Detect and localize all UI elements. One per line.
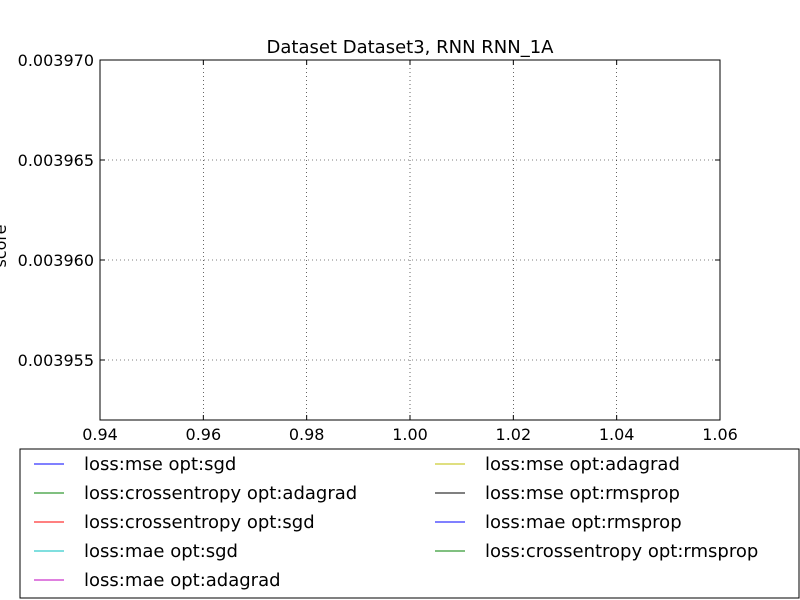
legend: loss:mse opt:sgd loss:crossentropy opt:ad… — [19, 448, 800, 599]
x-tick-label: 1.02 — [496, 425, 532, 444]
legend-entry: loss:crossentropy opt:sgd — [84, 512, 315, 533]
y-tick-label: 0.003955 — [18, 351, 94, 370]
legend-entry: loss:mae opt:rmsprop — [485, 512, 682, 533]
axis-ticks: 0.94 0.96 0.98 1.00 1.02 1.04 1.06 0.003955 0.00… — [18, 51, 738, 444]
x-tick-label: 1.00 — [392, 425, 428, 444]
x-tick-label: 1.04 — [599, 425, 635, 444]
grid — [99, 59, 721, 420]
legend-box — [19, 448, 800, 599]
x-tick-label: 0.96 — [186, 425, 222, 444]
y-tick-label: 0.003970 — [18, 51, 94, 70]
legend-entry: loss:crossentropy opt:adagrad — [84, 483, 357, 504]
chart-title: Dataset Dataset3, RNN RNN_1A — [267, 37, 555, 58]
legend-entry: loss:mse opt:rmsprop — [485, 483, 680, 504]
legend-entry: loss:crossentropy opt:rmsprop — [485, 541, 758, 562]
legend-entry: loss:mae opt:sgd — [84, 541, 238, 562]
x-tick-label: 0.98 — [289, 425, 325, 444]
y-axis-label: score — [0, 225, 10, 268]
y-tick-label: 0.003965 — [18, 151, 94, 170]
legend-entry: loss:mae opt:adagrad — [84, 570, 281, 591]
legend-entry: loss:mse opt:sgd — [84, 454, 236, 475]
x-tick-label: 0.94 — [82, 425, 118, 444]
legend-entry: loss:mse opt:adagrad — [485, 454, 680, 475]
y-tick-label: 0.003960 — [18, 251, 94, 270]
x-tick-label: 1.06 — [702, 425, 738, 444]
